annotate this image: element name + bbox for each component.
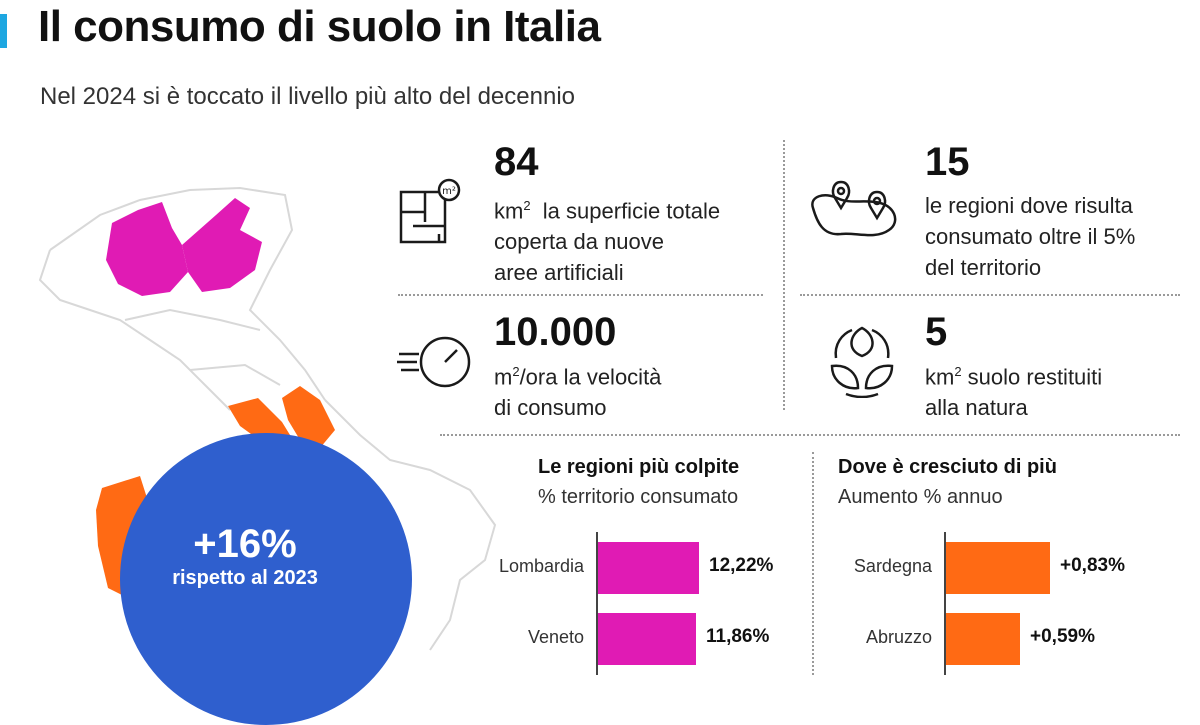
stat-restored-text: km2 suolo restituiti alla natura <box>925 356 1102 423</box>
region-lombardia <box>106 202 188 296</box>
chart1-category-label: Lombardia <box>498 556 584 576</box>
stat-restored-unit-sup: 2 <box>954 364 962 379</box>
stats-divider-right <box>800 294 1180 296</box>
stat-restored-line1: suolo restituiti <box>961 364 1103 390</box>
chart1-value-label: 12,22% <box>709 555 774 576</box>
chart1-bar-lombardia <box>598 542 699 594</box>
stat-area-number: 84 <box>494 140 539 184</box>
chart2-subtitle: Aumento % annuo <box>838 486 1003 508</box>
stat-area-text: km2 la superficie totale coperta da nuov… <box>494 190 720 288</box>
chart1-category-label: Veneto <box>527 627 584 647</box>
chart2-axis <box>944 532 946 675</box>
chart2-bar-abruzzo <box>946 613 1020 665</box>
stat-regions-line2: consumato oltre il 5% <box>925 224 1136 249</box>
region-veneto <box>182 198 262 292</box>
stat-speed-unit: m <box>494 364 513 390</box>
chart1-bar-veneto <box>598 613 696 665</box>
map-outline-boot <box>324 399 497 651</box>
stats-vertical-divider <box>783 140 785 410</box>
stat-regions-line1: le regioni dove risulta <box>925 193 1133 218</box>
stat-area-unit-sup: 2 <box>523 198 531 213</box>
page-subtitle: Nel 2024 si è toccato il livello più alt… <box>40 83 575 110</box>
svg-text:m²: m² <box>442 186 456 197</box>
chart2-value-label: +0,59% <box>1030 626 1095 647</box>
chart1-title: Le regioni più colpite <box>538 456 740 478</box>
charts-vertical-divider <box>812 452 814 675</box>
stat-regions-text: le regioni dove risulta consumato oltre … <box>925 190 1135 283</box>
stat-speed-line1: /ora la velocità <box>519 364 662 390</box>
stat-restored-unit: km <box>925 364 955 390</box>
stats-divider-left <box>398 294 763 296</box>
region-abruzzo <box>282 386 335 448</box>
map-pins-icon <box>811 180 897 237</box>
stat-speed-line2: di consumo <box>494 395 607 421</box>
speedometer-icon <box>397 336 471 388</box>
title-accent-bar <box>0 14 7 48</box>
floor-plan-icon: m² <box>399 178 461 244</box>
growth-caption: rispetto al 2023 <box>172 567 318 589</box>
stat-speed-number: 10.000 <box>494 310 617 354</box>
growth-percentage: +16% <box>193 522 297 566</box>
chart1-subtitle: % territorio consumato <box>538 486 739 508</box>
chart2-title: Dove è cresciuto di più <box>838 456 1057 478</box>
stat-speed-unit-sup: 2 <box>512 364 520 379</box>
map-outline-north <box>49 186 326 401</box>
chart2-category-label: Sardegna <box>853 556 932 576</box>
charts-top-divider <box>440 434 1180 436</box>
stat-regions-line3: del territorio <box>925 255 1042 280</box>
stat-restored-line2: alla natura <box>925 395 1028 421</box>
chart2-category-label: Abruzzo <box>865 627 932 647</box>
stat-area-unit: km <box>494 198 524 224</box>
stat-regions-number: 15 <box>925 140 970 184</box>
chart2-bar-sardegna <box>946 542 1050 594</box>
leaves-cycle-icon <box>830 326 894 398</box>
chart1-value-label: 11,86% <box>706 626 770 647</box>
stat-restored-number: 5 <box>925 310 948 354</box>
map-outline-west <box>38 249 231 411</box>
stat-area-line2: coperta da nuove <box>494 229 665 255</box>
stat-area-line3: aree artificiali <box>494 260 624 286</box>
chart1-axis <box>596 532 598 675</box>
page-title: Il consumo di suolo in Italia <box>38 2 601 51</box>
chart2-value-label: +0,83% <box>1060 555 1125 576</box>
stat-speed-text: m2/ora la velocità di consumo <box>494 356 661 423</box>
stat-area-line1: la superficie totale <box>542 198 721 224</box>
